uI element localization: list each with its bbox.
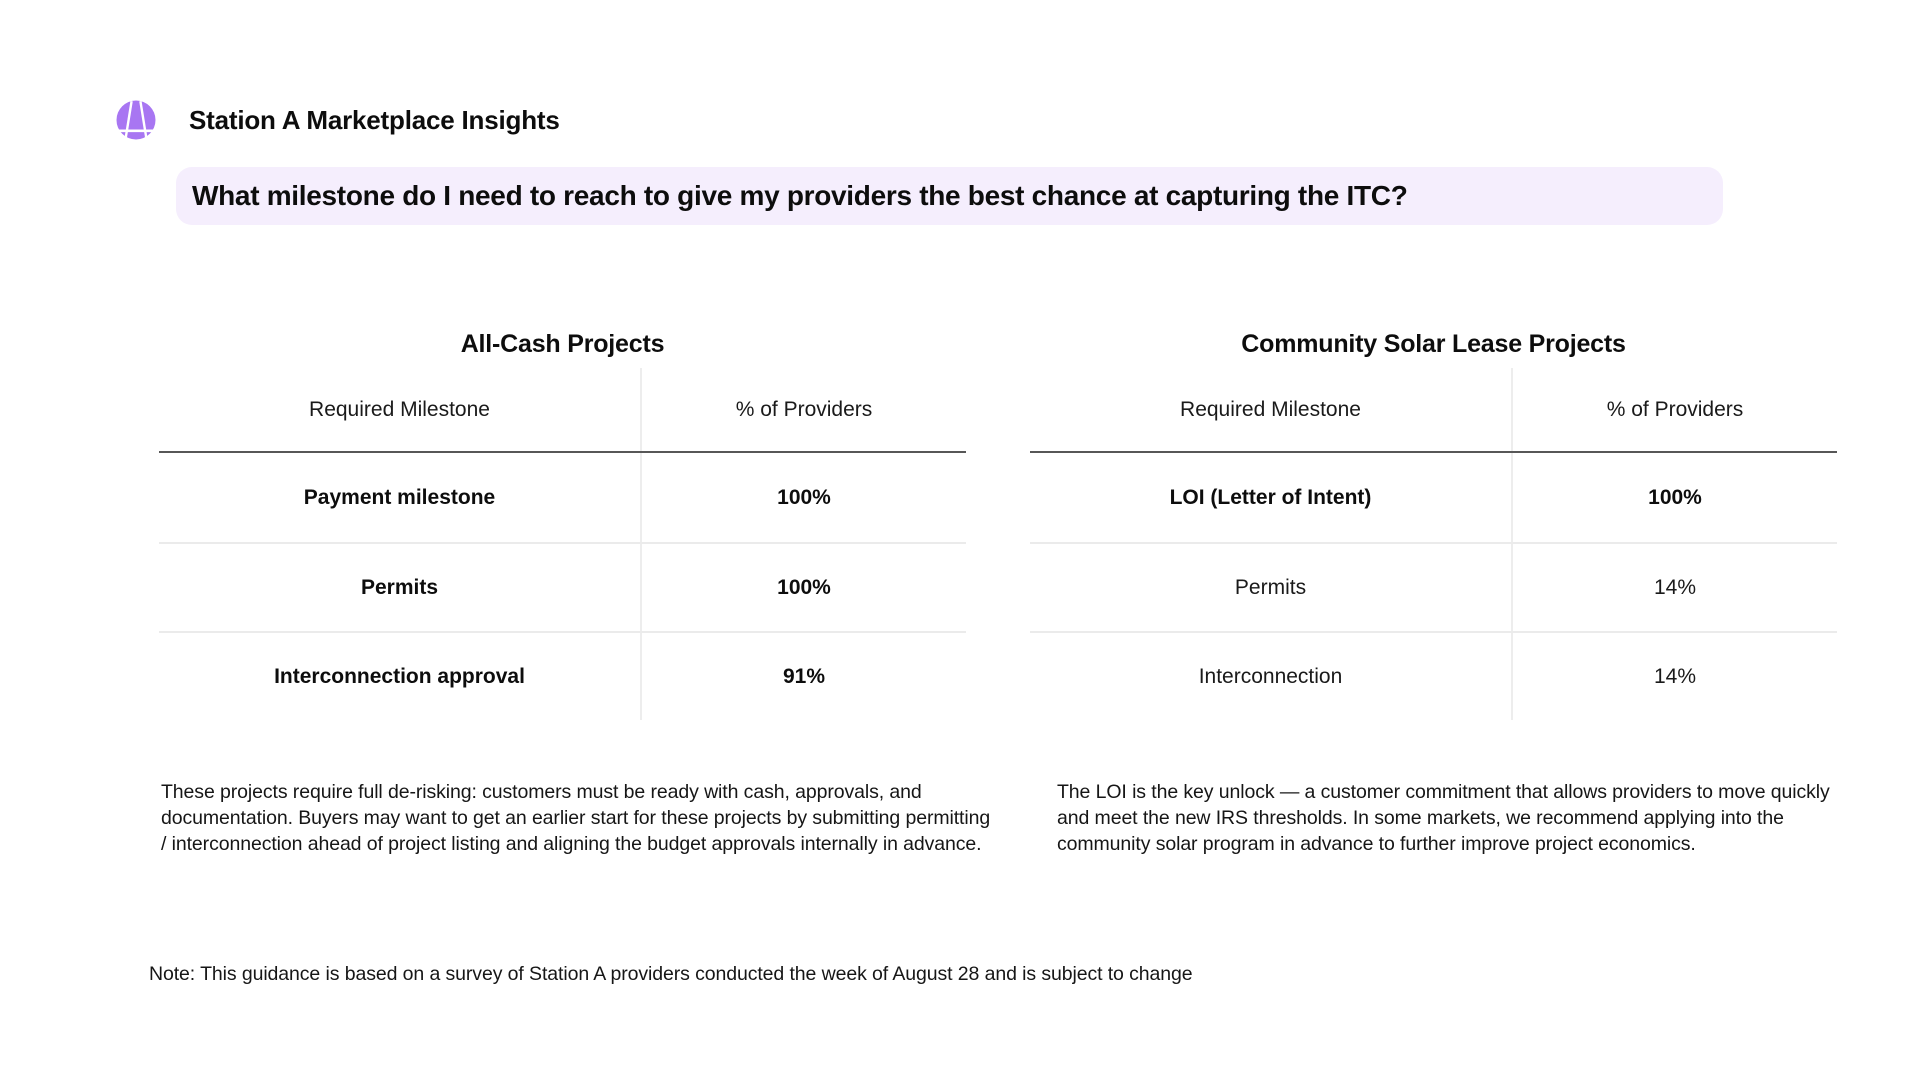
brand-title: Station A Marketplace Insights (189, 104, 560, 135)
question-banner: What milestone do I need to reach to giv… (176, 167, 1723, 225)
column-header-required-milestone: Required Milestone (159, 368, 642, 451)
community-solar-table: Required Milestone % of Providers LOI (L… (1030, 368, 1837, 720)
station-a-lamp-icon (116, 100, 156, 140)
pct-cell: 100% (777, 575, 831, 599)
survey-footnote: Note: This guidance is based on a survey… (149, 963, 1193, 985)
table-row: Interconnection 14% (1030, 631, 1837, 720)
column-header-pct-of-providers: % of Providers (1606, 397, 1744, 421)
question-text: What milestone do I need to reach to giv… (192, 180, 1408, 211)
community-solar-section: Community Solar Lease Projects Required … (1030, 330, 1837, 720)
milestone-cell: Permits (159, 544, 642, 631)
community-solar-explainer: The LOI is the key unlock — a customer c… (1057, 781, 1830, 855)
milestone-cell: Interconnection approval (159, 633, 642, 720)
pct-cell: 14% (1653, 664, 1697, 688)
milestone-cell: Interconnection (1030, 633, 1513, 720)
pct-cell: 14% (1653, 575, 1697, 599)
table-row: Payment milestone 100% (159, 453, 966, 542)
column-header-pct-of-providers: % of Providers (735, 397, 873, 421)
table-header-row: Required Milestone % of Providers (1030, 368, 1837, 453)
pct-cell: 100% (777, 485, 831, 509)
milestone-cell: Payment milestone (159, 453, 642, 542)
all-cash-table: Required Milestone % of Providers Paymen… (159, 368, 966, 720)
milestone-cell: Permits (1030, 544, 1513, 631)
milestone-cell: LOI (Letter of Intent) (1030, 453, 1513, 542)
pct-cell: 100% (1648, 485, 1702, 509)
table-header-row: Required Milestone % of Providers (159, 368, 966, 453)
column-header-required-milestone: Required Milestone (1030, 368, 1513, 451)
table-row: LOI (Letter of Intent) 100% (1030, 453, 1837, 542)
all-cash-explainer: These projects require full de-risking: … (161, 781, 991, 855)
all-cash-section: All-Cash Projects Required Milestone % o… (159, 330, 966, 720)
brand-header: Station A Marketplace Insights (116, 100, 560, 140)
community-solar-table-title: Community Solar Lease Projects (1241, 330, 1626, 358)
table-row: Permits 100% (159, 542, 966, 631)
pct-cell: 91% (782, 664, 826, 688)
table-row: Permits 14% (1030, 542, 1837, 631)
table-row: Interconnection approval 91% (159, 631, 966, 720)
all-cash-table-title: All-Cash Projects (460, 330, 665, 358)
